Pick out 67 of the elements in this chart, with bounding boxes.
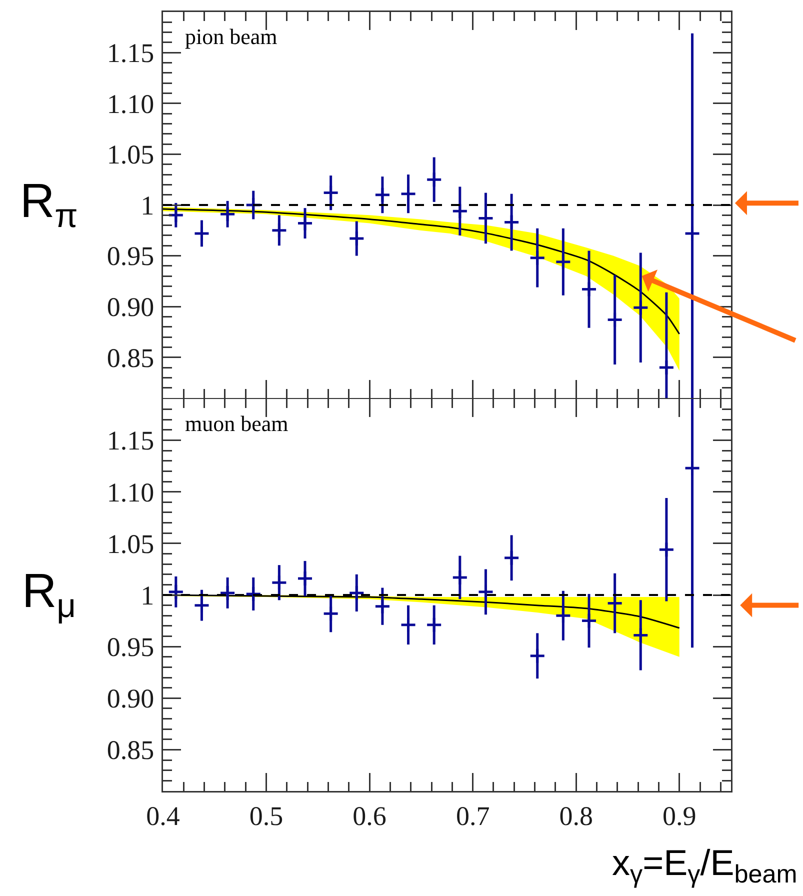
point xyxy=(580,281,598,298)
x-axis-title: x$_{γ}$=E$_{γ}$/E$_{beam}$ xyxy=(612,842,798,889)
y-tick-label: 1.05 xyxy=(106,140,154,170)
point xyxy=(270,222,288,239)
point xyxy=(400,616,417,634)
point xyxy=(168,206,184,224)
point xyxy=(296,215,314,232)
point xyxy=(193,225,210,242)
point xyxy=(452,569,468,586)
point xyxy=(529,648,546,664)
x-tick-label: 0.4 xyxy=(146,800,180,831)
point xyxy=(632,299,649,316)
x-tick-label: 0.7 xyxy=(456,800,490,831)
y-axis-title: R$_{π}$ xyxy=(20,175,78,236)
y-tick-label: 1 xyxy=(140,580,154,610)
point xyxy=(684,460,701,476)
point xyxy=(632,626,649,644)
point xyxy=(426,616,442,634)
y-tick-label: 0.95 xyxy=(106,632,154,662)
point xyxy=(606,312,624,328)
point xyxy=(322,605,340,622)
point xyxy=(477,210,494,226)
point xyxy=(374,186,391,204)
y-axis-title: R$_{μ}$ xyxy=(22,565,76,626)
point xyxy=(580,612,598,630)
point xyxy=(426,171,442,188)
annotation: muon beam xyxy=(185,411,288,436)
point xyxy=(374,598,391,615)
point xyxy=(400,186,417,202)
point xyxy=(606,595,624,612)
y-tick-label: 0.85 xyxy=(106,735,154,766)
x-tick-label: 0.9 xyxy=(662,800,696,831)
y-tick-label: 1 xyxy=(140,190,154,220)
point xyxy=(322,184,340,202)
y-tick-label: 1.15 xyxy=(106,38,154,68)
point xyxy=(219,206,236,222)
point xyxy=(270,574,288,591)
point xyxy=(503,550,520,566)
point xyxy=(296,570,314,587)
y-tick-label: 1.05 xyxy=(106,528,154,559)
y-tick-label: 1.10 xyxy=(106,88,154,119)
point xyxy=(219,584,236,602)
x-tick-label: 0.6 xyxy=(352,800,386,831)
line-series xyxy=(163,208,680,335)
point xyxy=(554,607,572,624)
point xyxy=(554,254,572,270)
y-tick-label: 0.85 xyxy=(106,342,154,373)
point xyxy=(348,584,365,602)
point xyxy=(503,214,520,231)
point xyxy=(477,584,494,600)
point xyxy=(529,250,546,266)
annotation: pion beam xyxy=(185,24,278,49)
y-tick-label: 0.95 xyxy=(106,241,154,272)
point xyxy=(658,541,675,558)
y-tick-label: 1.10 xyxy=(106,477,154,508)
point xyxy=(245,586,262,602)
point xyxy=(193,597,210,614)
y-tick-label: 0.90 xyxy=(106,684,154,714)
y-tick-label: 0.90 xyxy=(106,292,154,322)
x-tick-label: 0.5 xyxy=(249,800,284,831)
point xyxy=(348,230,365,247)
point xyxy=(168,584,184,600)
y-tick-label: 1.15 xyxy=(106,426,154,456)
point xyxy=(684,225,701,242)
x-tick-label: 0.8 xyxy=(559,800,593,831)
point xyxy=(658,359,675,376)
point xyxy=(452,202,468,220)
